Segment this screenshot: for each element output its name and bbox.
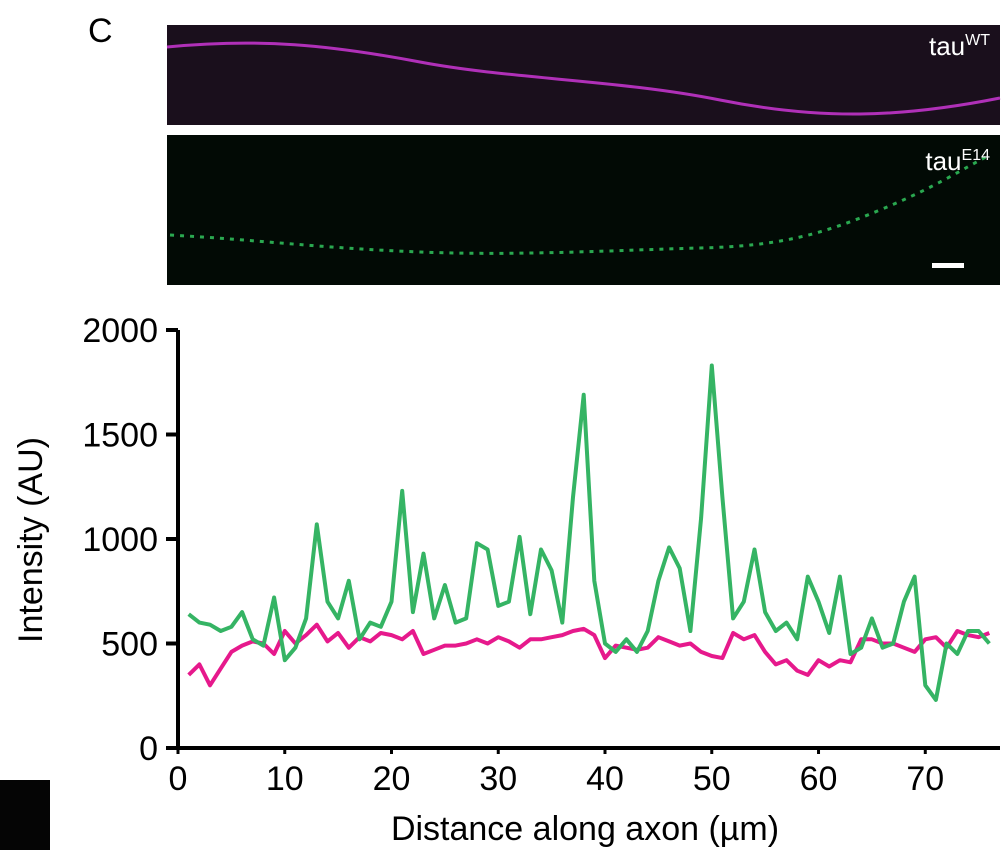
- x-tick-label: 60: [800, 760, 838, 798]
- axon-e14: [169, 153, 991, 255]
- x-tick-label: 10: [266, 760, 304, 798]
- image-label: tauE14: [925, 146, 990, 176]
- x-tick-label: 0: [169, 760, 188, 798]
- x-tick-label: 70: [906, 760, 944, 798]
- panel-label: C: [88, 12, 113, 50]
- y-tick-label: 0: [139, 730, 158, 768]
- image-fragment: [0, 780, 50, 850]
- image-label: tauWT: [929, 31, 990, 61]
- y-tick-label: 1500: [82, 417, 158, 455]
- label-sup: WT: [965, 32, 990, 49]
- y-tick-label: 2000: [82, 312, 158, 350]
- axon-wt: [166, 41, 1001, 116]
- data-line: [187, 622, 991, 688]
- x-tick-label: 40: [586, 760, 624, 798]
- y-tick-label: 1000: [82, 521, 158, 559]
- data-line: [187, 363, 991, 702]
- y-axis-label: Intensity (AU): [12, 437, 50, 643]
- x-tick-label: 30: [479, 760, 517, 798]
- label-text: tau: [925, 146, 961, 176]
- label-text: tau: [929, 31, 965, 61]
- scale-bar: [932, 263, 964, 268]
- label-sup: E14: [962, 147, 991, 164]
- image-e14: [167, 135, 1000, 285]
- x-axis-label: Distance along axon (µm): [391, 810, 779, 848]
- y-tick-label: 500: [101, 626, 158, 664]
- image-wt: [167, 25, 1000, 125]
- x-tick-label: 20: [373, 760, 411, 798]
- x-tick-label: 50: [693, 760, 731, 798]
